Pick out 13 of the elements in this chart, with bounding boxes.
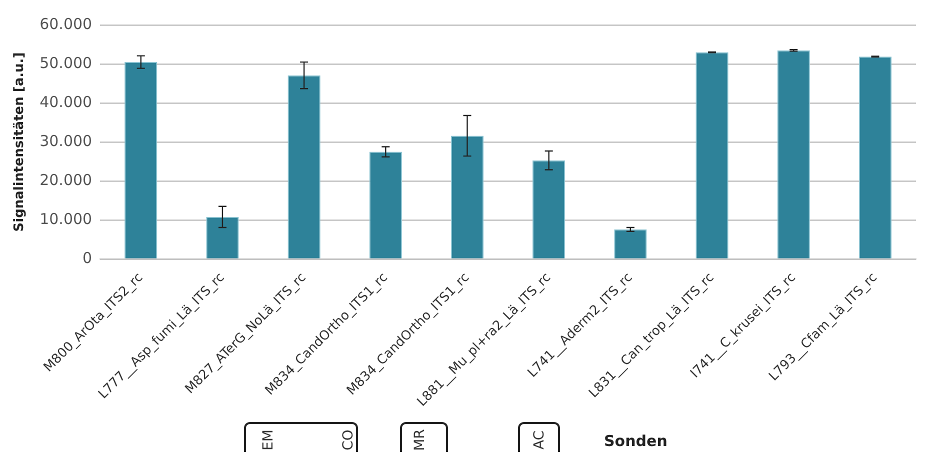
x-axis-title: Sonden	[604, 432, 668, 450]
y-tick-label: 20.000	[40, 170, 92, 189]
text: CO	[340, 430, 356, 450]
text: MR	[412, 429, 428, 451]
y-tick-label: 30.000	[40, 132, 92, 150]
y-tick-label: 40.000	[40, 92, 92, 111]
y-tick-label: 60.000	[40, 14, 92, 33]
text: AC	[532, 430, 548, 450]
y-tick-label: 50.000	[40, 54, 92, 72]
y-tick-label: 0	[82, 248, 92, 267]
y-axis-title: Signalintensitäten [a.u.]	[12, 52, 28, 232]
y-tick-label: 10.000	[40, 210, 92, 228]
text: EM	[260, 430, 276, 450]
